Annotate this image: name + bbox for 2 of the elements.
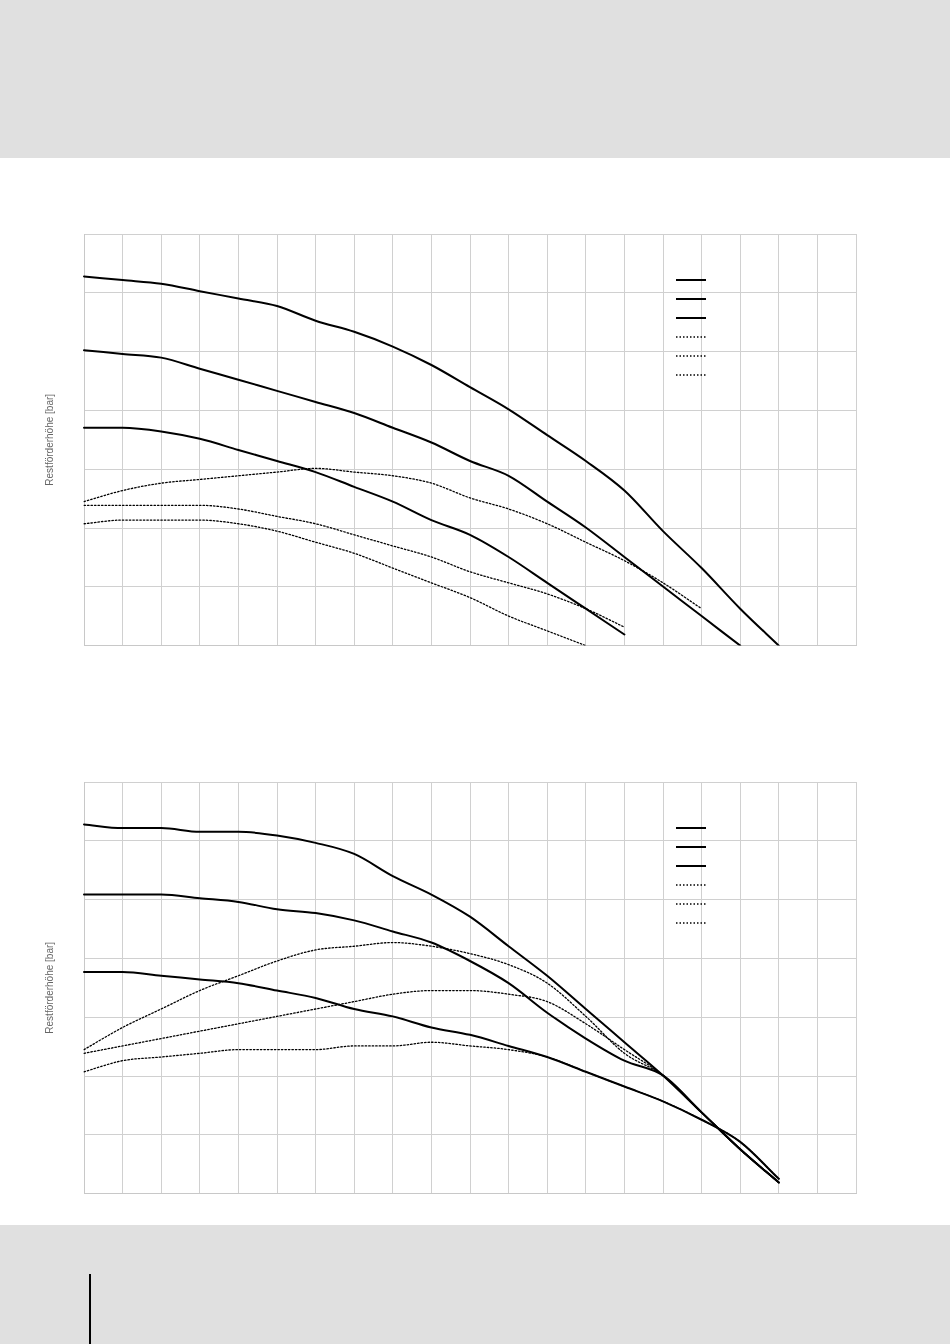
y-axis-title: Restförderhöhe [bar] <box>43 393 55 486</box>
y-axis-title: Restförderhöhe [bar] <box>43 941 55 1034</box>
